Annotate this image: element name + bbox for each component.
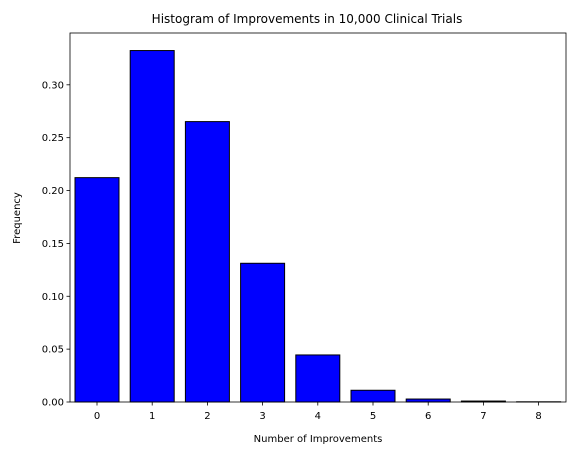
y-tick-label: 0.05 [42,345,64,356]
x-axis-label: Number of Improvements [254,434,383,445]
y-tick-label: 0.25 [42,133,64,144]
bar-1 [130,51,174,402]
bar-6 [406,399,450,402]
y-tick-label: 0.15 [42,239,64,250]
x-tick-label: 5 [370,411,376,422]
bar-4 [296,355,340,402]
y-tick-label: 0.30 [42,80,64,91]
bar-3 [241,263,285,402]
x-tick-label: 6 [425,411,431,422]
x-tick-label: 2 [204,411,210,422]
y-tick-label: 0.10 [42,292,64,303]
x-tick-label: 7 [480,411,486,422]
x-tick-group: 0 1 2 3 4 5 6 7 8 [94,402,542,422]
x-tick-label: 0 [94,411,100,422]
x-tick-label: 8 [535,411,541,422]
x-tick-label: 1 [149,411,155,422]
y-tick-group: 0.00 0.05 0.10 0.15 0.20 0.25 0.30 [42,80,70,408]
x-tick-label: 3 [259,411,265,422]
y-tick-label: 0.00 [42,398,64,409]
y-axis-label: Frequency [12,192,23,244]
bar-2 [185,122,229,402]
chart-title: Histogram of Improvements in 10,000 Clin… [152,12,463,26]
x-tick-label: 4 [315,411,321,422]
bar-0 [75,178,119,402]
y-tick-label: 0.20 [42,186,64,197]
bar-5 [351,390,395,402]
bar-group [75,51,561,402]
